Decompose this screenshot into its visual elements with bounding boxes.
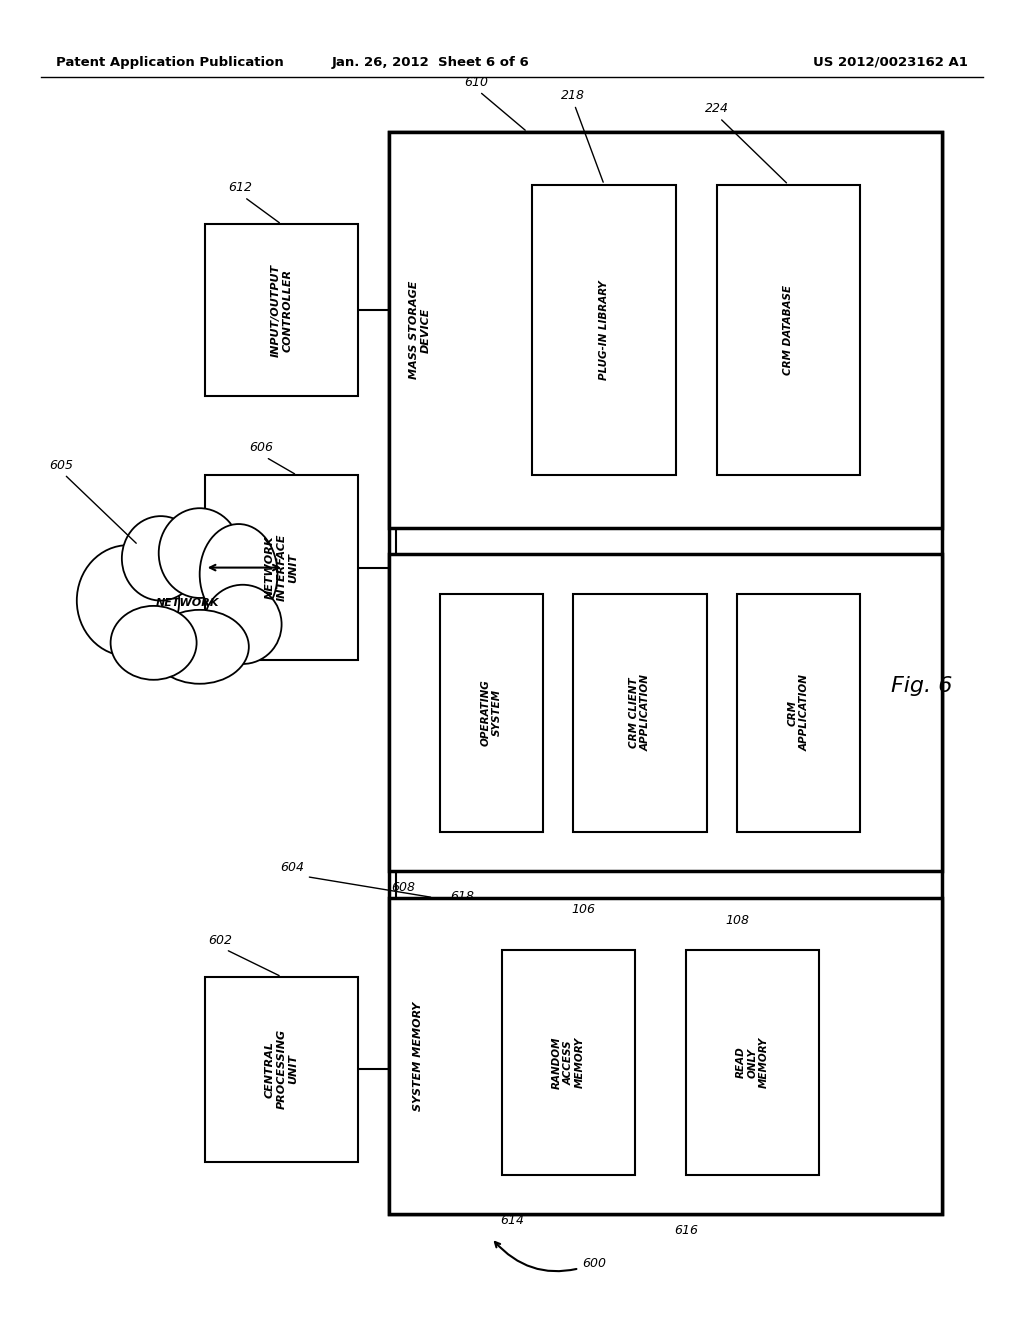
Bar — [737, 594, 860, 832]
Text: Patent Application Publication: Patent Application Publication — [56, 55, 284, 69]
Text: CRM DATABASE: CRM DATABASE — [783, 285, 794, 375]
Text: Jan. 26, 2012  Sheet 6 of 6: Jan. 26, 2012 Sheet 6 of 6 — [331, 55, 529, 69]
Text: 224: 224 — [705, 102, 786, 183]
Text: INPUT/OUTPUT
CONTROLLER: INPUT/OUTPUT CONTROLLER — [270, 264, 293, 356]
Text: 218: 218 — [561, 88, 603, 182]
Bar — [502, 950, 635, 1175]
Bar — [205, 977, 358, 1162]
Text: CRM CLIENT
APPLICATION: CRM CLIENT APPLICATION — [629, 675, 651, 751]
Ellipse shape — [151, 610, 249, 684]
Text: SYSTEM MEMORY: SYSTEM MEMORY — [413, 1002, 423, 1110]
Bar — [389, 132, 942, 1214]
Ellipse shape — [77, 545, 179, 656]
Text: 610: 610 — [464, 75, 525, 131]
Text: 616: 616 — [674, 1224, 698, 1237]
Text: NETWORK
INTERFACE
UNIT: NETWORK INTERFACE UNIT — [265, 533, 298, 602]
Bar — [573, 594, 707, 832]
Bar — [205, 224, 358, 396]
Bar — [686, 950, 819, 1175]
Bar — [389, 554, 942, 871]
Text: CENTRAL
PROCESSING
UNIT: CENTRAL PROCESSING UNIT — [265, 1030, 298, 1109]
Ellipse shape — [122, 516, 200, 601]
Text: 604: 604 — [280, 861, 431, 898]
Ellipse shape — [204, 585, 282, 664]
Text: 605: 605 — [49, 458, 136, 544]
Bar — [440, 594, 543, 832]
Bar — [389, 132, 942, 528]
Bar — [389, 898, 942, 1214]
Text: 108: 108 — [725, 913, 750, 927]
Text: 612: 612 — [228, 181, 280, 223]
Text: 618: 618 — [451, 890, 474, 903]
Text: 606: 606 — [249, 441, 295, 474]
Text: MASS STORAGE
DEVICE: MASS STORAGE DEVICE — [409, 281, 431, 379]
Bar — [532, 185, 676, 475]
Text: 602: 602 — [208, 933, 280, 975]
Bar — [205, 475, 358, 660]
Bar — [717, 185, 860, 475]
Text: 106: 106 — [571, 903, 596, 916]
Text: 600: 600 — [495, 1242, 606, 1271]
Text: PLUG-IN LIBRARY: PLUG-IN LIBRARY — [599, 280, 609, 380]
Ellipse shape — [111, 606, 197, 680]
Text: OPERATING
SYSTEM: OPERATING SYSTEM — [480, 680, 503, 746]
Text: RANDOM
ACCESS
MEMORY: RANDOM ACCESS MEMORY — [552, 1036, 585, 1089]
Text: 608: 608 — [391, 880, 415, 894]
Text: READ
ONLY
MEMORY: READ ONLY MEMORY — [736, 1038, 769, 1088]
Text: 614: 614 — [500, 1213, 524, 1226]
Text: NETWORK: NETWORK — [156, 598, 219, 609]
Text: Fig. 6: Fig. 6 — [891, 676, 952, 697]
Text: US 2012/0023162 A1: US 2012/0023162 A1 — [813, 55, 968, 69]
Ellipse shape — [159, 508, 241, 598]
Text: CRM
APPLICATION: CRM APPLICATION — [787, 675, 810, 751]
Ellipse shape — [200, 524, 278, 624]
